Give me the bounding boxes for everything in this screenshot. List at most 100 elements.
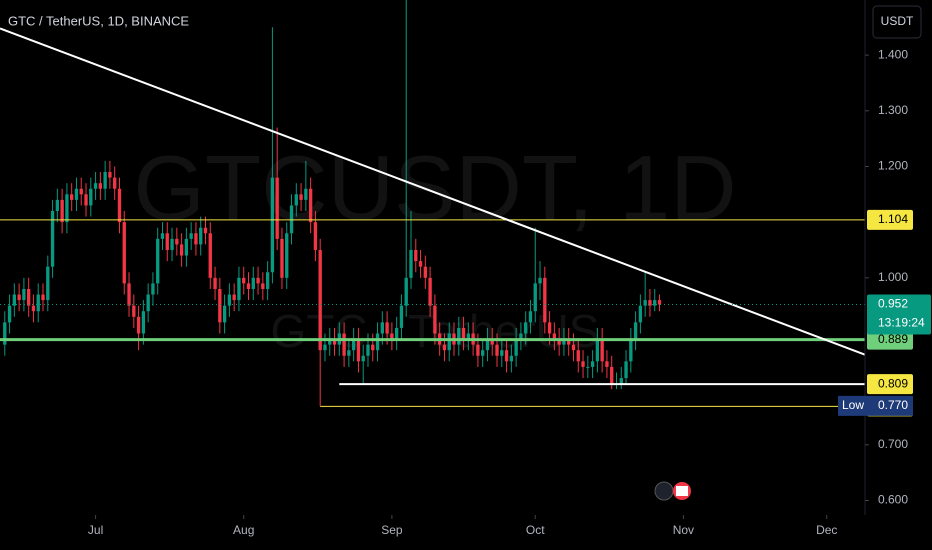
candle-body bbox=[294, 194, 298, 206]
candle-body bbox=[156, 238, 160, 284]
icon[interactable] bbox=[654, 481, 674, 501]
candle-body bbox=[581, 361, 585, 367]
candle-body bbox=[108, 172, 112, 178]
candle-body bbox=[213, 277, 217, 289]
candle-body bbox=[70, 194, 74, 200]
candle-body bbox=[194, 233, 198, 245]
candle-body bbox=[629, 339, 633, 362]
indicator-icons bbox=[654, 481, 691, 501]
price-tag bbox=[867, 209, 913, 230]
currency-button[interactable] bbox=[872, 5, 922, 39]
candle-body bbox=[304, 188, 308, 200]
candle-body bbox=[543, 277, 547, 323]
candle-body bbox=[237, 277, 241, 301]
candle-body bbox=[590, 361, 595, 367]
candle-body bbox=[189, 233, 193, 239]
candle-body bbox=[447, 333, 451, 351]
price-tag-label: 1.104 bbox=[878, 212, 908, 226]
candle-body bbox=[476, 344, 480, 356]
x-tick-label: Sep bbox=[381, 523, 403, 537]
y-tick-label: 1.000 bbox=[878, 270, 908, 284]
candle-body bbox=[399, 305, 404, 328]
candle-body bbox=[199, 227, 203, 245]
candle-body bbox=[313, 222, 318, 250]
candle-body bbox=[84, 194, 88, 206]
candle-body bbox=[504, 350, 509, 362]
candle-body bbox=[36, 294, 40, 312]
x-tick-label: Jul bbox=[88, 523, 103, 537]
candle-body bbox=[600, 339, 604, 362]
candle-body bbox=[203, 227, 208, 234]
candle-body bbox=[285, 233, 289, 278]
candle-body bbox=[495, 344, 499, 356]
candle-body bbox=[242, 277, 246, 284]
candle-body bbox=[552, 333, 557, 340]
candle-body bbox=[113, 177, 117, 189]
candle-body bbox=[643, 300, 647, 306]
candle-body bbox=[528, 311, 533, 323]
candle-body bbox=[3, 322, 7, 345]
candle-body bbox=[571, 344, 576, 351]
candle-body bbox=[323, 344, 327, 351]
candle-body bbox=[418, 261, 423, 267]
candle-body bbox=[610, 366, 614, 384]
icon-flag bbox=[676, 486, 688, 496]
watermark: GTCUSDT, 1D bbox=[133, 137, 736, 239]
candle-body bbox=[160, 233, 165, 239]
candle-body bbox=[55, 199, 60, 212]
candle-body bbox=[586, 366, 590, 368]
candle-body bbox=[165, 233, 169, 250]
price-tag bbox=[867, 374, 913, 395]
candle-body bbox=[485, 339, 490, 351]
candle-body bbox=[457, 327, 461, 345]
currency-label[interactable]: USDT bbox=[881, 14, 914, 28]
candle-body bbox=[60, 199, 64, 223]
candle-body bbox=[299, 194, 303, 200]
low-tag-name: Low bbox=[842, 398, 864, 412]
x-tick-label: Oct bbox=[526, 523, 545, 537]
candle-body bbox=[7, 305, 12, 323]
candle-body bbox=[208, 233, 212, 278]
candle-body bbox=[184, 238, 189, 256]
candle-body bbox=[595, 339, 600, 362]
candle-body bbox=[538, 277, 542, 284]
candle-body bbox=[394, 327, 399, 340]
candle-body bbox=[562, 339, 566, 345]
trendline bbox=[0, 27, 865, 356]
candle-body bbox=[351, 339, 356, 351]
candle-body bbox=[385, 322, 389, 334]
candle-body bbox=[170, 238, 174, 250]
candle-body bbox=[289, 205, 294, 234]
candle-body bbox=[557, 339, 561, 345]
candle-body bbox=[256, 277, 260, 284]
price-tag-label: 0.809 bbox=[878, 376, 908, 390]
plot-area: GTCUSDT, 1D GTC · TetherUS bbox=[0, 0, 865, 407]
candle-body bbox=[605, 361, 609, 367]
candle-body bbox=[404, 277, 408, 306]
candle-body bbox=[433, 305, 437, 334]
y-tick-label: 1.300 bbox=[878, 103, 908, 117]
candle-body bbox=[98, 183, 103, 189]
candle-body bbox=[12, 294, 17, 306]
candle-body bbox=[342, 333, 346, 356]
candle-body bbox=[356, 339, 361, 362]
candle-body bbox=[619, 378, 623, 384]
candle-body bbox=[318, 249, 322, 351]
candle-body bbox=[27, 288, 31, 306]
candle-body bbox=[275, 177, 279, 239]
candle-body bbox=[576, 350, 580, 362]
low-tag-name-box bbox=[838, 395, 869, 416]
candle-body bbox=[79, 188, 83, 195]
y-tick-label: 0.600 bbox=[878, 493, 908, 507]
candle-body bbox=[50, 211, 55, 267]
candle-body bbox=[428, 277, 432, 306]
candle-body bbox=[509, 355, 514, 362]
candle-body bbox=[146, 294, 150, 312]
candle-body bbox=[461, 327, 466, 340]
candle-body bbox=[136, 316, 141, 334]
candle-body bbox=[653, 300, 657, 306]
candle-body bbox=[500, 350, 504, 356]
low-tag bbox=[869, 395, 913, 416]
